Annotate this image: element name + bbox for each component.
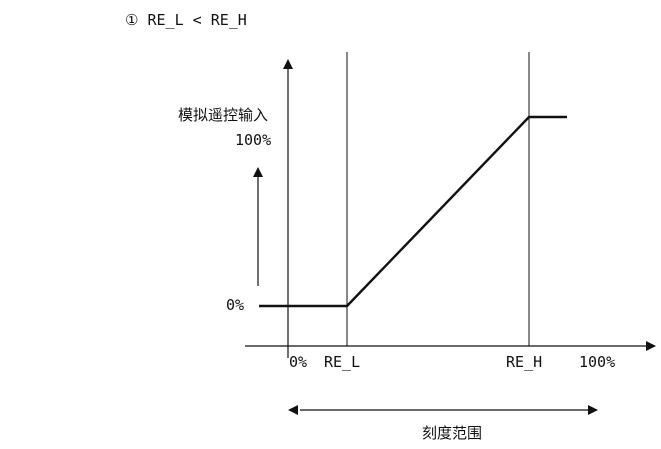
transfer-curve [259, 115, 567, 308]
scale-range-arrow-left-head [288, 405, 298, 415]
y-axis-top-value: 100% [235, 131, 272, 149]
x-axis-label-100: 100% [579, 353, 616, 371]
x-axis-label-re-h: RE_H [506, 353, 543, 371]
scale-range-label: 刻度范围 [422, 424, 483, 442]
y-axis-title: 模拟遥控输入 [178, 106, 269, 124]
diagram-caption: ① RE_L < RE_H [125, 11, 247, 29]
x-axis-label-re-l: RE_L [324, 353, 361, 371]
y-axis-bottom-value: 0% [226, 296, 245, 314]
x-axis-label-0: 0% [289, 353, 308, 371]
